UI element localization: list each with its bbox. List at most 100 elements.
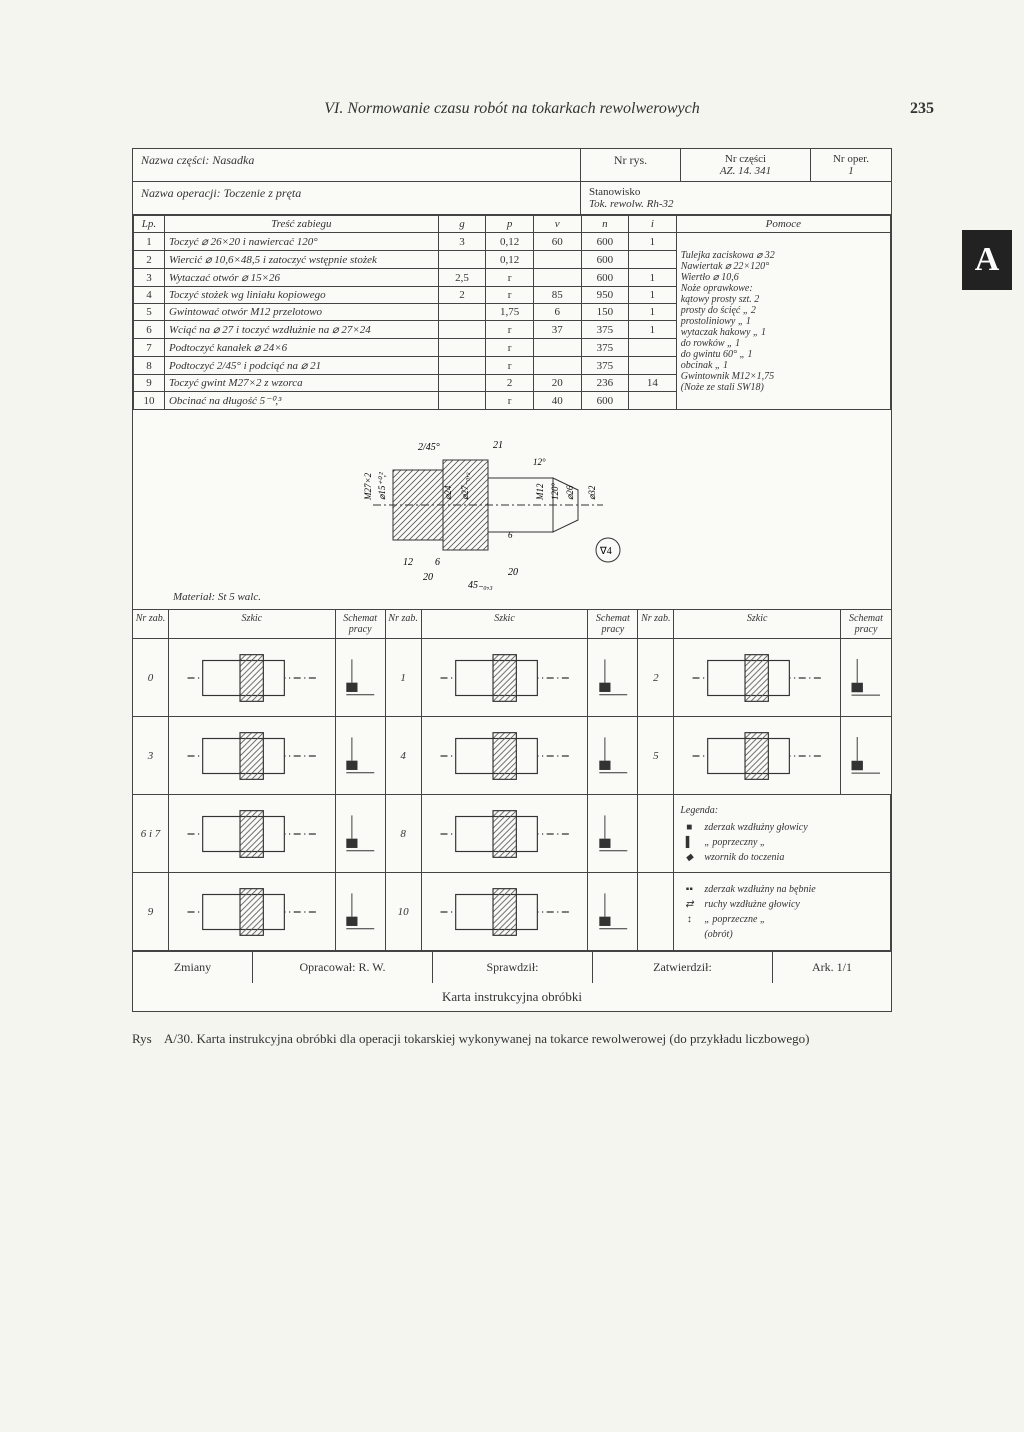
legend: Legenda: ■zderzak wzdłużny głowicy▌ „ po…	[674, 797, 813, 871]
svg-text:⌀26: ⌀26	[565, 485, 575, 500]
sketch-header: Nr zab.	[638, 610, 674, 639]
cell-v	[533, 269, 581, 287]
cell-n: 375	[581, 339, 629, 357]
cell-n: 375	[581, 357, 629, 375]
cell-desc: Toczyć stożek wg liniału kopiowego	[164, 287, 438, 304]
sketch-header: Schemat pracy	[336, 610, 386, 639]
oper-no: 1	[848, 165, 854, 177]
th-pomoce: Pomoce	[676, 216, 890, 233]
sketch-header: Schemat pracy	[588, 610, 638, 639]
cell-i	[629, 357, 677, 375]
sketch-schemat	[588, 639, 638, 717]
footer-sprawdzil: Sprawdził:	[433, 952, 593, 983]
cell-i: 1	[629, 233, 677, 251]
svg-text:⌀24: ⌀24	[443, 485, 453, 500]
material-note: Materiał: St 5 walc.	[173, 591, 261, 603]
cell-i: 1	[629, 304, 677, 321]
svg-text:120°: 120°	[550, 483, 560, 501]
sketch-drawing	[422, 639, 589, 717]
schem-svg	[337, 721, 384, 791]
cell-i: 14	[629, 375, 677, 392]
sketch-header: Schemat pracy	[841, 610, 891, 639]
sketch-svg	[426, 643, 583, 713]
cell-lp: 5	[134, 304, 165, 321]
sketch-drawing	[169, 717, 336, 795]
schem-svg	[590, 877, 637, 947]
cell-g	[438, 392, 486, 410]
cell-p: r	[486, 392, 534, 410]
schem-svg	[590, 799, 637, 869]
cell-i	[629, 251, 677, 269]
svg-text:12°: 12°	[533, 457, 546, 467]
cell-p: r	[486, 287, 534, 304]
footer-zmiany: Zmiany	[133, 952, 253, 983]
sketch-nr: 3	[133, 717, 169, 795]
svg-text:⌀27₋₀,₂: ⌀27₋₀,₂	[460, 472, 470, 500]
sketch-grid: Nr zab.SzkicSchemat pracyNr zab.SzkicSch…	[133, 610, 891, 952]
cell-g	[438, 375, 486, 392]
part-name: Nasadka	[212, 153, 254, 167]
cell-v: 85	[533, 287, 581, 304]
cell-g: 2	[438, 287, 486, 304]
cell-g	[438, 251, 486, 269]
cell-i: 1	[629, 287, 677, 304]
cell-desc: Toczyć ⌀ 26×20 i nawiercać 120°	[164, 233, 438, 251]
cell-g: 2,5	[438, 269, 486, 287]
cell-g	[438, 321, 486, 339]
cell-g	[438, 339, 486, 357]
cell-v: 20	[533, 375, 581, 392]
chapter-header: VI. Normowanie czasu robót na tokarkach …	[90, 100, 934, 118]
caption-text: A/30. Karta instrukcyjna obróbki dla ope…	[164, 1031, 809, 1046]
operations-table: Lp. Treść zabiegu g p v n i Pomoce 1Tocz…	[133, 215, 891, 410]
th-i: i	[629, 216, 677, 233]
svg-text:6: 6	[508, 530, 513, 540]
th-tresc: Treść zabiegu	[164, 216, 438, 233]
sketch-header: Nr zab.	[133, 610, 169, 639]
svg-text:20: 20	[423, 572, 433, 583]
sketch-schemat	[336, 717, 386, 795]
cell-lp: 3	[134, 269, 165, 287]
th-p: p	[486, 216, 534, 233]
sketch-drawing: ▪▪zderzak wzdłużny na bębnie⇄ruchy wzdłu…	[674, 873, 891, 951]
sketch-nr: 0	[133, 639, 169, 717]
sketch-schemat	[336, 795, 386, 873]
part-name-label: Nazwa części:	[141, 153, 209, 167]
footer-opracowal: Opracował: R. W.	[253, 952, 433, 983]
cell-p: 2	[486, 375, 534, 392]
schem-svg	[337, 877, 384, 947]
svg-text:6: 6	[435, 557, 440, 568]
card-header-2: Nazwa operacji: Toczenie z pręta Stanowi…	[133, 182, 891, 215]
sketch-nr: 8	[386, 795, 422, 873]
cell-i	[629, 339, 677, 357]
card-title: Karta instrukcyjna obróbki	[133, 983, 891, 1011]
svg-text:⌀32: ⌀32	[587, 485, 597, 500]
sketch-drawing	[422, 873, 589, 951]
cell-desc: Toczyć gwint M27×2 z wzorca	[164, 375, 438, 392]
cell-tools: Tulejka zaciskowa ⌀ 32Nawiertak ⌀ 22×120…	[676, 233, 890, 410]
instruction-card: Nazwa części: Nasadka Nr rys. Nr części …	[132, 148, 892, 1012]
svg-text:M12: M12	[535, 483, 545, 501]
footer-zatwierdzil: Zatwierdził:	[593, 952, 773, 983]
svg-text:21: 21	[493, 440, 503, 451]
figure-caption: Rys A/30. Karta instrukcyjna obróbki dla…	[132, 1030, 892, 1048]
sketch-schemat	[841, 639, 891, 717]
cell-desc: Podtoczyć kanałek ⌀ 24×6	[164, 339, 438, 357]
sketch-drawing	[422, 717, 589, 795]
cell-desc: Wytaczać otwór ⌀ 15×26	[164, 269, 438, 287]
cell-v	[533, 357, 581, 375]
sketch-schemat	[336, 873, 386, 951]
th-n: n	[581, 216, 629, 233]
oper-no-label: Nr oper.	[833, 153, 869, 165]
sketch-svg	[426, 799, 583, 869]
cell-p: 0,12	[486, 251, 534, 269]
svg-text:∇4: ∇4	[599, 546, 612, 557]
cell-g	[438, 357, 486, 375]
sketch-svg	[426, 877, 583, 947]
schem-svg	[842, 643, 890, 713]
sketch-svg	[678, 721, 835, 791]
sketch-nr	[638, 873, 674, 951]
cell-lp: 9	[134, 375, 165, 392]
cell-p: r	[486, 269, 534, 287]
sketch-drawing	[169, 873, 336, 951]
sketch-drawing	[674, 639, 841, 717]
